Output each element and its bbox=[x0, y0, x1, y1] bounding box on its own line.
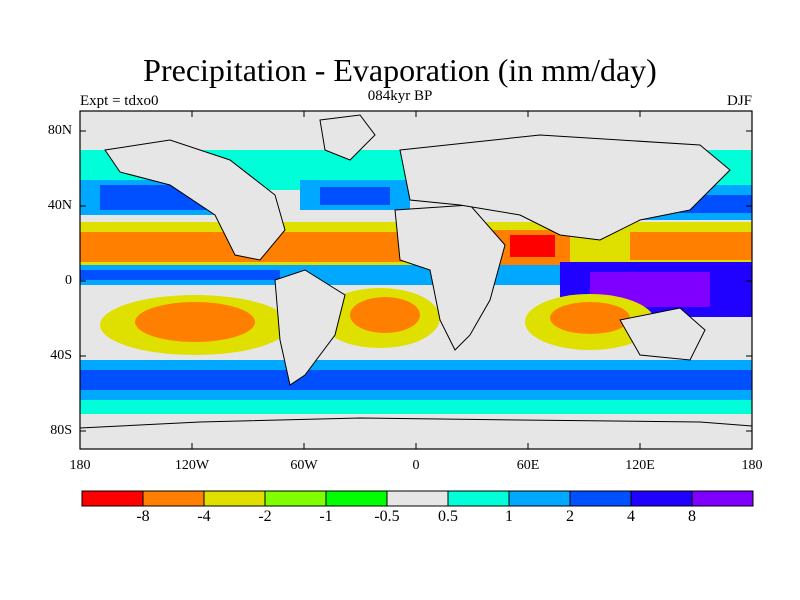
lon-label-0: 0 bbox=[412, 458, 420, 473]
antarctica-coast bbox=[80, 417, 752, 429]
season-label: DJF bbox=[726, 93, 752, 109]
colorbar-label-7: 2 bbox=[566, 508, 574, 525]
lon-label-60w: 60W bbox=[290, 458, 318, 473]
colorbar-box-1 bbox=[142, 490, 205, 507]
colorbar-label-4: -0.5 bbox=[374, 508, 400, 525]
pacific-itcz-core bbox=[80, 270, 280, 280]
lat-label-40s: 40S bbox=[50, 348, 72, 363]
colorbar-box-10 bbox=[691, 490, 754, 507]
colorbar-box-8 bbox=[569, 490, 632, 507]
west-pacific-dry bbox=[630, 232, 752, 260]
colorbar bbox=[81, 490, 754, 507]
colorbar-label-5: 0.5 bbox=[438, 508, 458, 525]
south-wet-fringe bbox=[80, 400, 752, 414]
north-america-outline bbox=[104, 139, 286, 261]
colorbar-box-4 bbox=[325, 490, 388, 507]
lon-label-60e: 60E bbox=[516, 458, 540, 473]
south-atlantic-dry-core bbox=[350, 297, 420, 333]
lon-label-120e: 120E bbox=[625, 458, 655, 473]
colorbar-box-7 bbox=[508, 490, 571, 507]
lon-label-120w: 120W bbox=[174, 458, 210, 473]
colorbar-label-0: -8 bbox=[136, 508, 150, 525]
axis-ticks bbox=[80, 111, 752, 449]
atlantic-storm-core bbox=[320, 187, 390, 205]
eurasia-outline bbox=[399, 134, 731, 241]
south-indian-dry-core bbox=[550, 302, 630, 334]
colorbar-label-9: 8 bbox=[688, 508, 696, 525]
colorbar-box-2 bbox=[203, 490, 266, 507]
lon-label-180w: 180 bbox=[69, 458, 91, 473]
colorbar-label-1: -4 bbox=[197, 508, 211, 525]
figure-title: Precipitation - Evaporation (in mm/day) bbox=[143, 52, 657, 88]
map-field bbox=[80, 111, 752, 449]
colorbar-box-0 bbox=[81, 490, 144, 507]
greenland-outline bbox=[319, 114, 376, 161]
south-storm-core bbox=[80, 370, 752, 390]
australia-outline bbox=[619, 307, 706, 361]
colorbar-box-6 bbox=[447, 490, 510, 507]
south-america-outline bbox=[274, 269, 346, 386]
arabian-sea-core bbox=[510, 235, 555, 257]
colorbar-label-3: -1 bbox=[319, 508, 333, 525]
lat-label-80s: 80S bbox=[50, 423, 72, 438]
africa-outline bbox=[394, 204, 506, 351]
lon-label-180e: 180 bbox=[741, 458, 763, 473]
colorbar-label-2: -2 bbox=[258, 508, 272, 525]
colorbar-box-5 bbox=[386, 490, 449, 507]
experiment-label: Expt = tdxo0 bbox=[80, 93, 159, 109]
colorbar-label-6: 1 bbox=[505, 508, 513, 525]
lat-label-80n: 80N bbox=[47, 123, 72, 138]
figure-subtitle: 084kyr BP bbox=[367, 88, 433, 104]
colorbar-label-8: 4 bbox=[627, 508, 635, 525]
south-pacific-dry-core bbox=[135, 302, 255, 342]
lat-label-40n: 40N bbox=[47, 198, 72, 213]
colorbar-box-3 bbox=[264, 490, 327, 507]
colorbar-box-9 bbox=[630, 490, 693, 507]
lat-label-0: 0 bbox=[65, 273, 72, 288]
